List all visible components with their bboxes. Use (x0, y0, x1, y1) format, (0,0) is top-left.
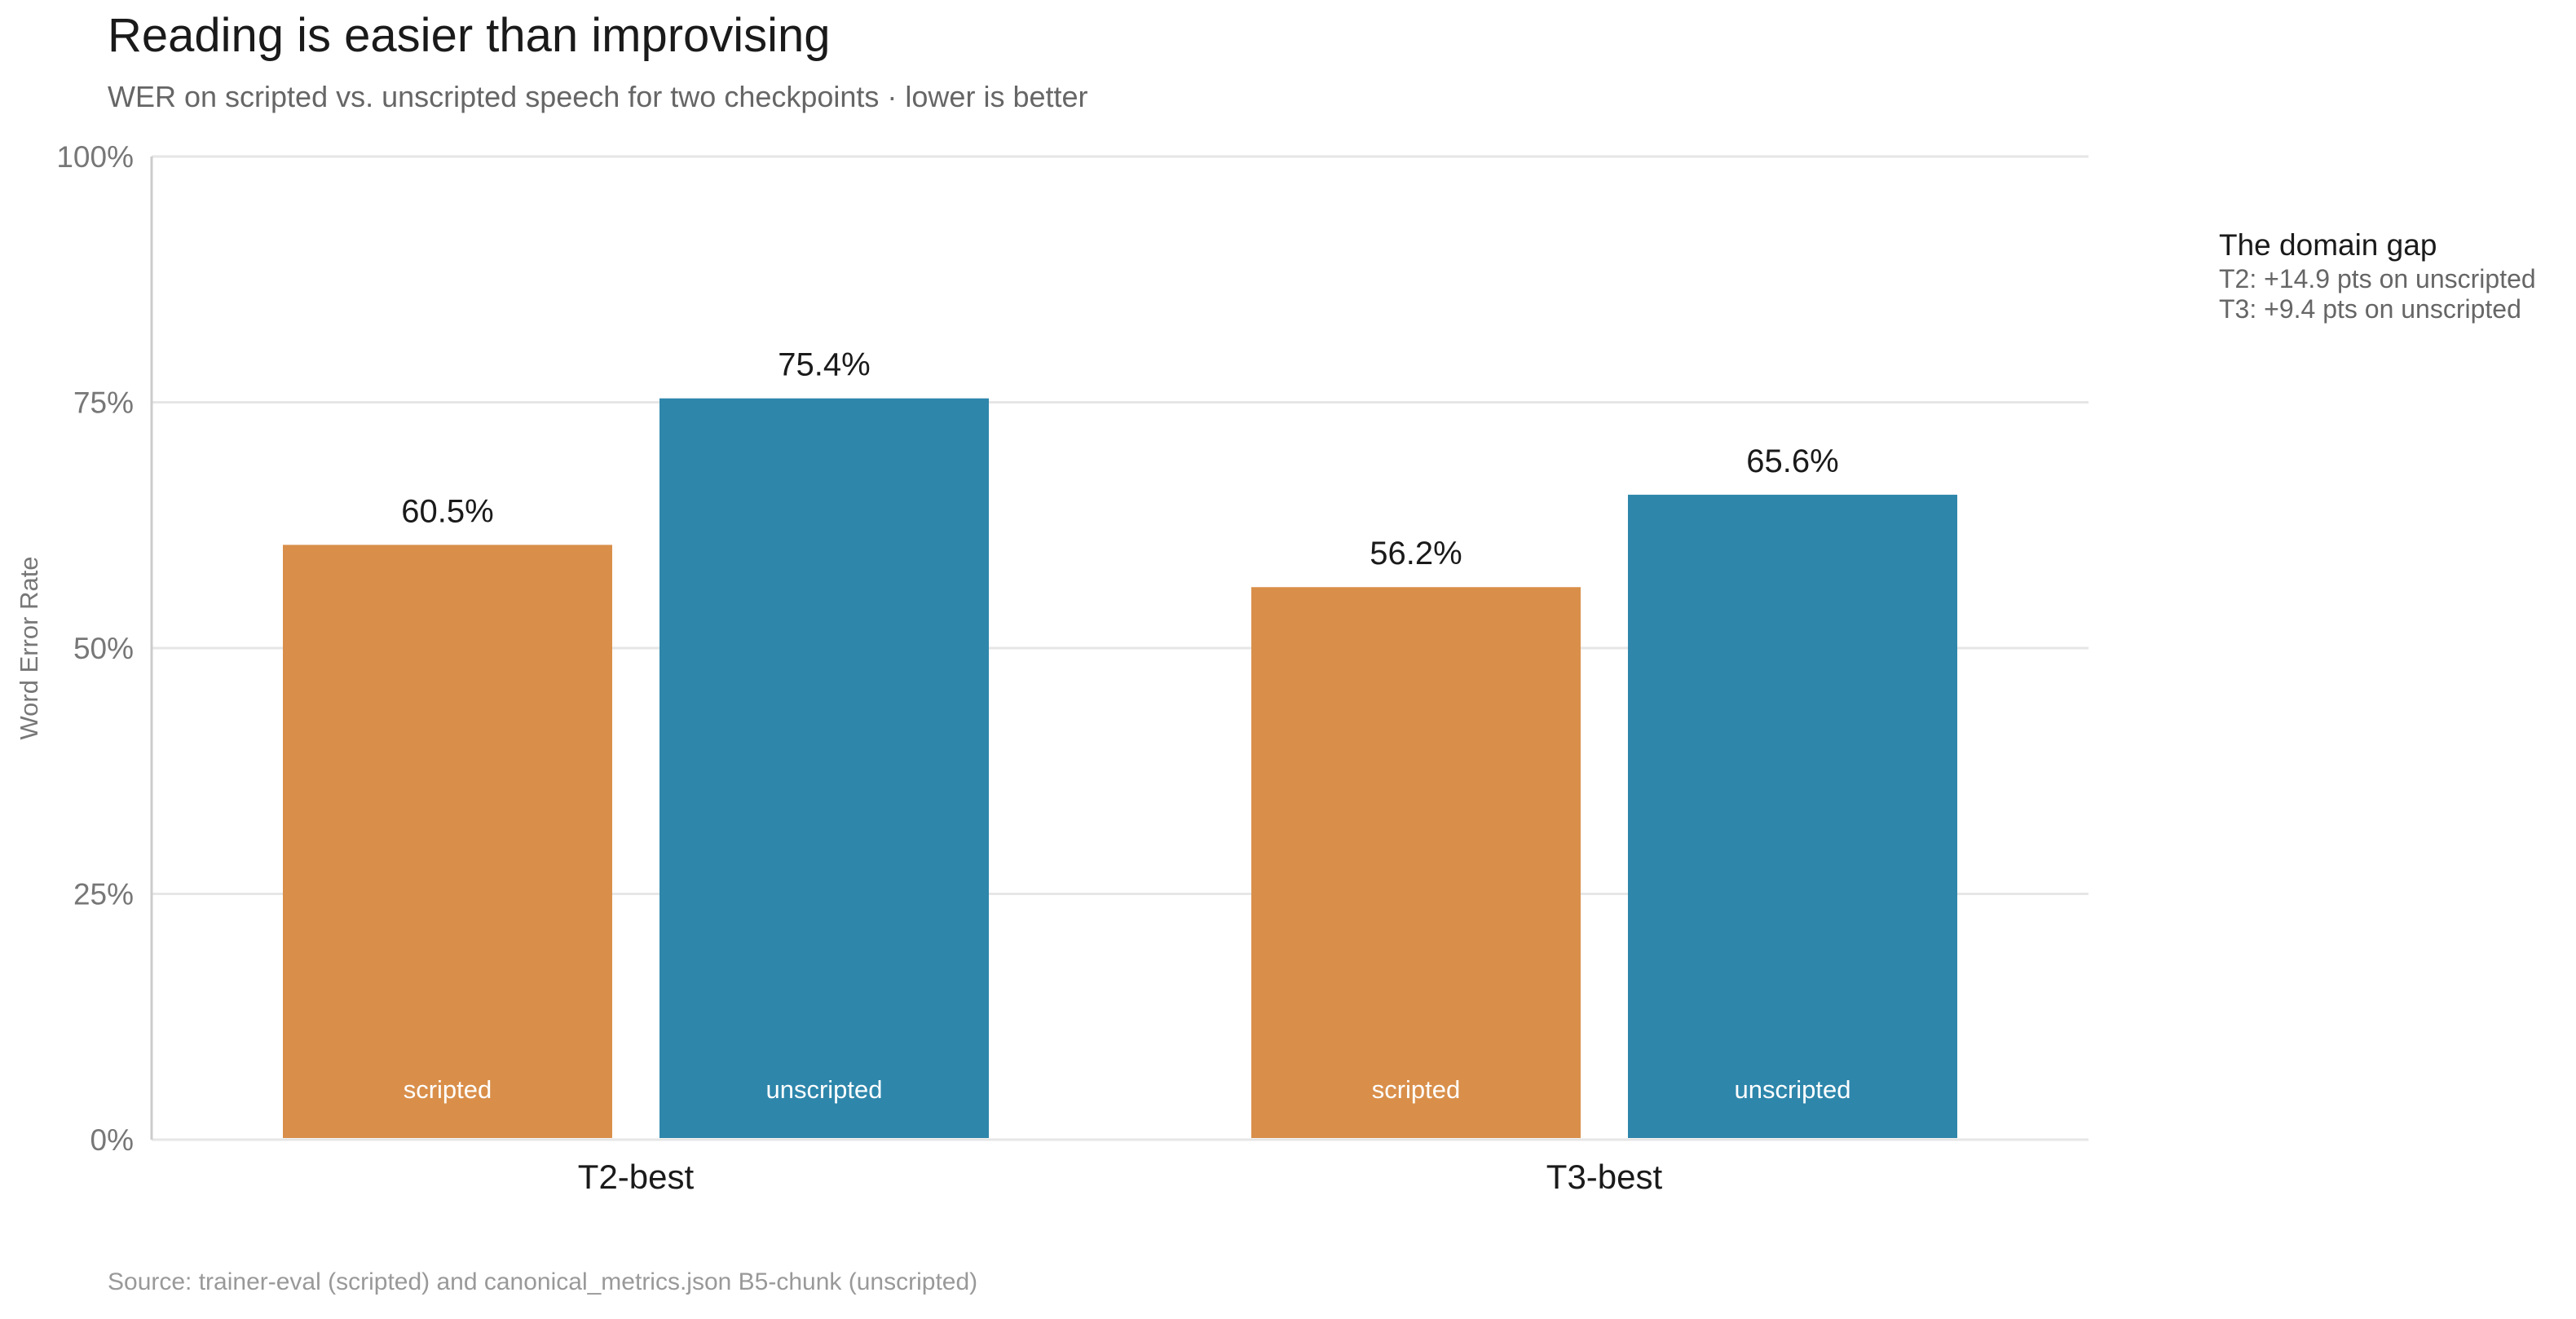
y-axis-label: Word Error Rate (15, 556, 43, 739)
scripted-bar-t3-best (1251, 587, 1581, 1138)
bar-series-label-unscripted-t2-best: unscripted (765, 1075, 882, 1104)
bar-series-label-scripted-t2-best: scripted (404, 1075, 492, 1104)
value-label-scripted-t3-best: 56.2% (1370, 536, 1462, 571)
chart-subtitle: WER on scripted vs. unscripted speech fo… (108, 80, 1088, 113)
domain-gap-annotation: The domain gap T2: +14.9 pts on unscript… (2219, 227, 2536, 324)
x-category-label-t3-best: T3-best (1546, 1158, 1663, 1196)
y-tick-label-50: 50% (73, 632, 134, 665)
y-tick-label-0: 0% (90, 1123, 134, 1157)
annotation-title: The domain gap (2219, 228, 2437, 262)
x-category-label-t2-best: T2-best (578, 1158, 695, 1196)
y-tick-label-25: 25% (73, 878, 134, 911)
value-label-scripted-t2-best: 60.5% (401, 493, 493, 529)
value-label-unscripted-t3-best: 65.6% (1746, 443, 1838, 479)
unscripted-bar-t3-best (1628, 494, 1957, 1138)
unscripted-bar-t2-best (659, 398, 989, 1138)
value-label-unscripted-t2-best: 75.4% (778, 347, 870, 383)
y-tick-label-75: 75% (73, 386, 134, 420)
bar-series-label-unscripted-t3-best: unscripted (1734, 1075, 1850, 1104)
annotation-line-t2: T2: +14.9 pts on unscripted (2219, 264, 2536, 293)
y-tick-label-100: 100% (56, 140, 134, 174)
source-note: Source: trainer-eval (scripted) and cano… (108, 1268, 978, 1295)
chart-title: Reading is easier than improvising (108, 9, 831, 62)
bar-series-label-scripted-t3-best: scripted (1372, 1075, 1461, 1104)
scripted-bar-t2-best (283, 545, 612, 1138)
annotation-line-t3: T3: +9.4 pts on unscripted (2219, 294, 2521, 324)
